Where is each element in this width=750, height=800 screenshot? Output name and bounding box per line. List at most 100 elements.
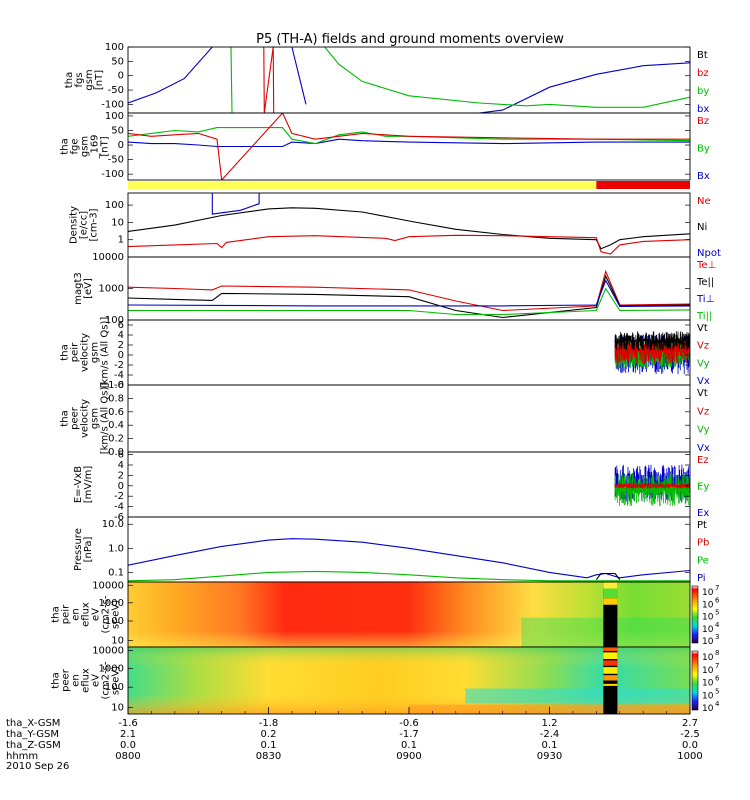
y-axis-label: thafgsgsm[nT] xyxy=(64,69,105,90)
noise-band-2 xyxy=(614,483,690,489)
y-axis-label-line: [nPa] xyxy=(83,536,94,562)
y-axis-label: Pressure[nPa] xyxy=(73,528,94,571)
plot-area-electron_spec xyxy=(128,647,690,714)
y-axis-label-line: Pressure xyxy=(73,528,84,571)
colorbar-tick-label: 10 xyxy=(702,691,714,701)
y-tick-label: 1.0 xyxy=(108,380,124,391)
y-axis-label-line: [nT] xyxy=(94,70,105,90)
y-tick-label: -2 xyxy=(114,360,124,371)
series-line-Pt xyxy=(595,572,621,581)
legend-entry: Te|| xyxy=(696,277,714,288)
plot-area-efield xyxy=(614,464,690,506)
time-axis-value: -1.8 xyxy=(259,718,279,729)
y-axis-label-line: gsm xyxy=(80,136,91,157)
series-line-Pi xyxy=(128,538,690,579)
panel-fge: 100 50 0 -50 -100 thafgegsm_169[nT] Bz By Bx xyxy=(60,111,710,182)
y-axis-label-line: E=-VxB xyxy=(73,466,84,503)
y-axis-label: thapeirenefluxeV(cm2-s-sr-eV) xyxy=(51,595,122,633)
y-axis-label-line: eV xyxy=(91,608,102,621)
plot-area-temperature xyxy=(128,269,690,319)
plot-area-pressure xyxy=(128,538,690,582)
legend-entry: Vx xyxy=(697,376,710,387)
time-axis-value: 1.2 xyxy=(542,718,558,729)
colorbar-tick-exponent: 6 xyxy=(715,596,720,604)
colorbar-tick-exponent: 5 xyxy=(715,609,719,617)
legend-entry: Ti|| xyxy=(696,311,712,322)
y-tick-label: -100 xyxy=(101,169,124,180)
y-tick-label: 1.0 xyxy=(108,543,124,554)
legend-entry: Ez xyxy=(697,455,709,466)
gap-cell-0 xyxy=(603,582,618,589)
y-axis-label: thapeirvelocitygsm[km/s (All Qs)] xyxy=(60,317,111,389)
y-axis-label-line: peer xyxy=(70,406,81,430)
y-axis-label-line: gsm xyxy=(90,408,101,429)
panel-frame xyxy=(127,319,691,386)
panel-fgs: 100 50 0 -50 -100 thafgsgsm[nT] Bt bz by bx xyxy=(64,42,709,115)
plot-area-fgs xyxy=(128,47,690,113)
y-tick-label: 50 xyxy=(111,125,124,136)
y-axis-label-line: tha xyxy=(60,410,71,426)
colorbar-ion_spec xyxy=(691,585,699,644)
y-tick-label: -6 xyxy=(114,380,124,391)
y-axis-label-line: (cm2-s- xyxy=(101,661,112,699)
legend-entry: Vt xyxy=(697,388,708,399)
y-axis-label-line: gsm xyxy=(90,342,101,363)
y-axis-label-line: eflux xyxy=(81,602,92,627)
colorbar-tick-label: 10 xyxy=(702,653,714,663)
time-axis-value: -0.6 xyxy=(399,718,419,729)
legend-entry: Te⊥ xyxy=(696,260,716,271)
legend-entry: Pe xyxy=(697,555,709,566)
y-axis-label-line: tha xyxy=(51,672,62,688)
legend-entry: Ex xyxy=(697,508,709,519)
y-tick-label: 0 xyxy=(118,71,124,82)
time-axis-value: 0900 xyxy=(396,751,421,762)
plot-area-ion_velocity xyxy=(614,331,690,375)
colorbar-tick-exponent: 5 xyxy=(715,687,719,695)
noise-band-2 xyxy=(614,337,690,365)
y-tick-label: 2 xyxy=(118,470,124,481)
time-axis-value: -1.7 xyxy=(399,729,419,740)
y-tick-label: 4 xyxy=(118,330,124,341)
y-axis-label-line: fgs xyxy=(74,72,85,87)
y-axis-label-line: en xyxy=(71,674,82,687)
y-axis-label-line: velocity xyxy=(80,399,91,438)
y-tick-label: 1000 xyxy=(99,284,124,295)
series-line-Ne xyxy=(128,234,690,255)
y-axis-label-line: [cm-3] xyxy=(89,208,100,241)
time-axis-value: 1000 xyxy=(677,751,702,762)
legend-entry: bx xyxy=(697,104,709,115)
y-axis-label-line: tha xyxy=(64,72,75,88)
y-axis-label-line: magt3 xyxy=(73,272,84,305)
series-line-bx xyxy=(128,47,690,113)
time-axis-row-label: hhmm xyxy=(6,751,38,762)
y-tick-label: 100 xyxy=(105,42,124,53)
y-tick-label: 10000 xyxy=(92,645,124,656)
y-tick-label: 50 xyxy=(111,56,124,67)
y-tick-label: 1000 xyxy=(99,663,124,674)
gap-cell-0 xyxy=(603,647,618,652)
y-axis-label: thafgegsm_169[nT] xyxy=(60,134,111,159)
series-line-Pe xyxy=(128,570,690,582)
flag-segment-0 xyxy=(128,181,597,189)
spectrogram-cyan-band xyxy=(465,688,690,704)
time-axis-value: -1.6 xyxy=(118,718,138,729)
time-axis-value: 0830 xyxy=(256,751,281,762)
time-axis-value: 0800 xyxy=(115,751,140,762)
y-axis-label: Density[e/cc][cm-3] xyxy=(69,206,100,244)
y-axis-label-line: peer xyxy=(61,668,72,692)
time-axis-value: 0.0 xyxy=(682,740,698,751)
gap-cell-4 xyxy=(603,675,618,681)
y-tick-label: 6 xyxy=(118,320,124,331)
legend-entry: Ey xyxy=(697,482,709,493)
time-axis-value: 0930 xyxy=(537,751,562,762)
y-axis-label-line: velocity xyxy=(80,333,91,372)
y-axis-label-line: tha xyxy=(51,606,62,622)
series-line-Npot xyxy=(211,193,260,215)
series-line-bz xyxy=(263,47,275,113)
time-axis-value: 0.0 xyxy=(120,740,136,751)
series-line-Bx xyxy=(128,138,690,148)
legend-entry: Ti⊥ xyxy=(696,294,714,305)
series-line-Ni xyxy=(128,207,690,250)
